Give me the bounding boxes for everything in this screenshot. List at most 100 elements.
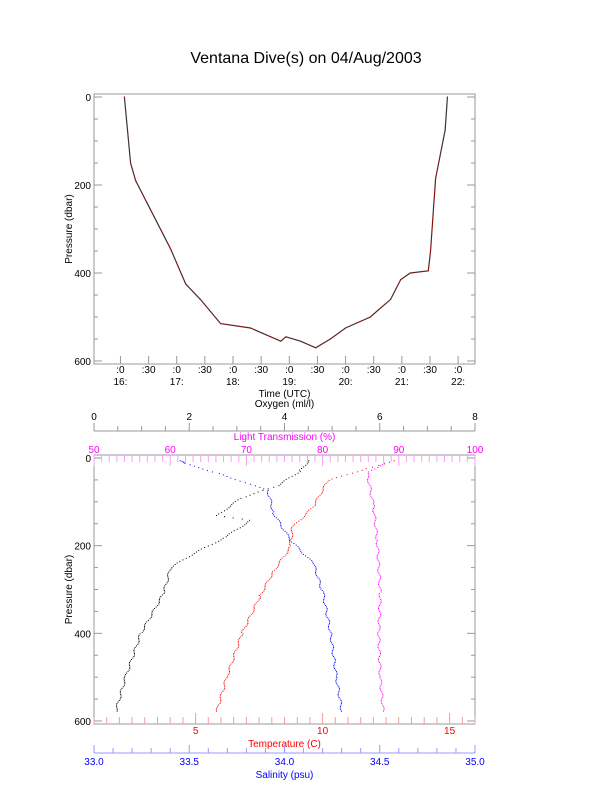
- temperature-point: [283, 556, 285, 558]
- temperature-point: [220, 700, 222, 702]
- light-transmission-point: [376, 558, 378, 560]
- light-transmission-point: [367, 472, 369, 474]
- temperature-point: [302, 517, 304, 519]
- temperature-point: [247, 620, 249, 622]
- salinity-point: [326, 616, 328, 618]
- oxygen-point: [215, 542, 217, 544]
- temperature-point: [393, 460, 395, 462]
- x-tick-label: :30: [254, 365, 268, 376]
- data-point: [446, 96, 449, 98]
- oxygen-point: [167, 574, 169, 576]
- light-transmission-point: [378, 550, 380, 552]
- oxygen-point: [218, 540, 220, 542]
- temperature-point: [287, 551, 289, 553]
- light-transmission-point: [371, 469, 373, 471]
- light-transmission-point: [373, 524, 375, 526]
- light-transmission-point: [378, 549, 380, 551]
- light-transmission-point: [379, 610, 381, 612]
- oxygen-point: [138, 637, 140, 639]
- light-transmission-point: [374, 515, 376, 517]
- light-transmission-point: [378, 582, 380, 584]
- salinity-point: [299, 549, 301, 551]
- salinity-point: [312, 563, 314, 565]
- oxygen-point: [225, 536, 227, 538]
- temperature-point: [289, 545, 291, 547]
- temperature-point: [232, 660, 234, 662]
- salinity-point: [315, 567, 317, 569]
- light-transmission-point: [375, 544, 377, 546]
- light-transmission-point: [377, 619, 379, 621]
- light-transmission-point: [379, 603, 381, 605]
- salinity-point: [323, 593, 325, 595]
- oxygen-tick-label: 2: [186, 412, 192, 423]
- x-tick-label: :30: [198, 365, 212, 376]
- oxygen-point: [281, 482, 283, 484]
- light-transmission-point: [379, 689, 381, 691]
- oxygen-point: [120, 689, 122, 691]
- temperature-point: [280, 559, 282, 561]
- light-transmission-point: [380, 668, 382, 670]
- salinity-point: [336, 677, 338, 679]
- temperature-point: [346, 474, 348, 476]
- oxygen-point: [118, 700, 120, 702]
- data-point: [249, 327, 252, 329]
- light-transmission-point: [381, 703, 383, 705]
- oxygen-point: [174, 564, 176, 566]
- oxygen-point: [193, 553, 195, 555]
- salinity-point: [281, 527, 283, 529]
- temperature-point: [292, 533, 294, 535]
- oxygen-point: [149, 618, 151, 620]
- light-transmission-point: [380, 588, 382, 590]
- temperature-point: [223, 681, 225, 683]
- salinity-point: [335, 669, 337, 671]
- oxygen-point: [224, 516, 226, 518]
- light-transmission-point: [376, 539, 378, 541]
- light-transmission-point: [375, 518, 377, 520]
- dive-trace-shadow: [123, 96, 449, 349]
- oxygen-point: [191, 554, 193, 556]
- x-tick-label: :30: [367, 365, 381, 376]
- temperature-point: [291, 531, 293, 533]
- salinity-point: [234, 479, 236, 481]
- salinity-point: [291, 541, 293, 543]
- temperature-point: [323, 485, 325, 487]
- salinity-point: [340, 704, 342, 706]
- light-transmission-point: [378, 561, 380, 563]
- salinity-point: [319, 582, 321, 584]
- x-tick-label: :0: [341, 365, 350, 376]
- light-transmission-point: [378, 565, 380, 567]
- x-tick-label: :30: [423, 365, 437, 376]
- salinity-point: [326, 609, 328, 611]
- oxygen-point: [164, 591, 166, 593]
- light-transmission-point: [379, 663, 381, 665]
- temperature-point: [304, 515, 306, 517]
- temperature-point: [270, 577, 272, 579]
- salinity-point: [339, 698, 341, 700]
- salinity-point: [331, 642, 333, 644]
- temperature-point: [229, 665, 231, 667]
- salinity-point: [331, 652, 333, 654]
- salinity-point: [319, 584, 321, 586]
- light-transmission-point: [379, 564, 381, 566]
- oxygen-point: [119, 690, 121, 692]
- temperature-point: [228, 669, 230, 671]
- oxygen-point: [141, 631, 143, 633]
- oxygen-point: [188, 556, 190, 558]
- light-transmission-point: [381, 692, 383, 694]
- salinity-point: [288, 535, 290, 537]
- salinity-point: [336, 683, 338, 685]
- temperature-point: [253, 606, 255, 608]
- light-transmission-point: [376, 556, 378, 558]
- salinity-point: [315, 572, 317, 574]
- salinity-point: [330, 631, 332, 633]
- light-transmission-point: [375, 535, 377, 537]
- oxygen-point: [233, 530, 235, 532]
- oxygen-point: [120, 693, 122, 695]
- light-transmission-point: [379, 586, 381, 588]
- salinity-point: [325, 615, 327, 617]
- light-transmission-point: [377, 571, 379, 573]
- oxygen-point: [195, 551, 197, 553]
- light-transmission-point: [373, 506, 375, 508]
- salinity-point: [267, 494, 269, 496]
- temperature-point: [258, 599, 260, 601]
